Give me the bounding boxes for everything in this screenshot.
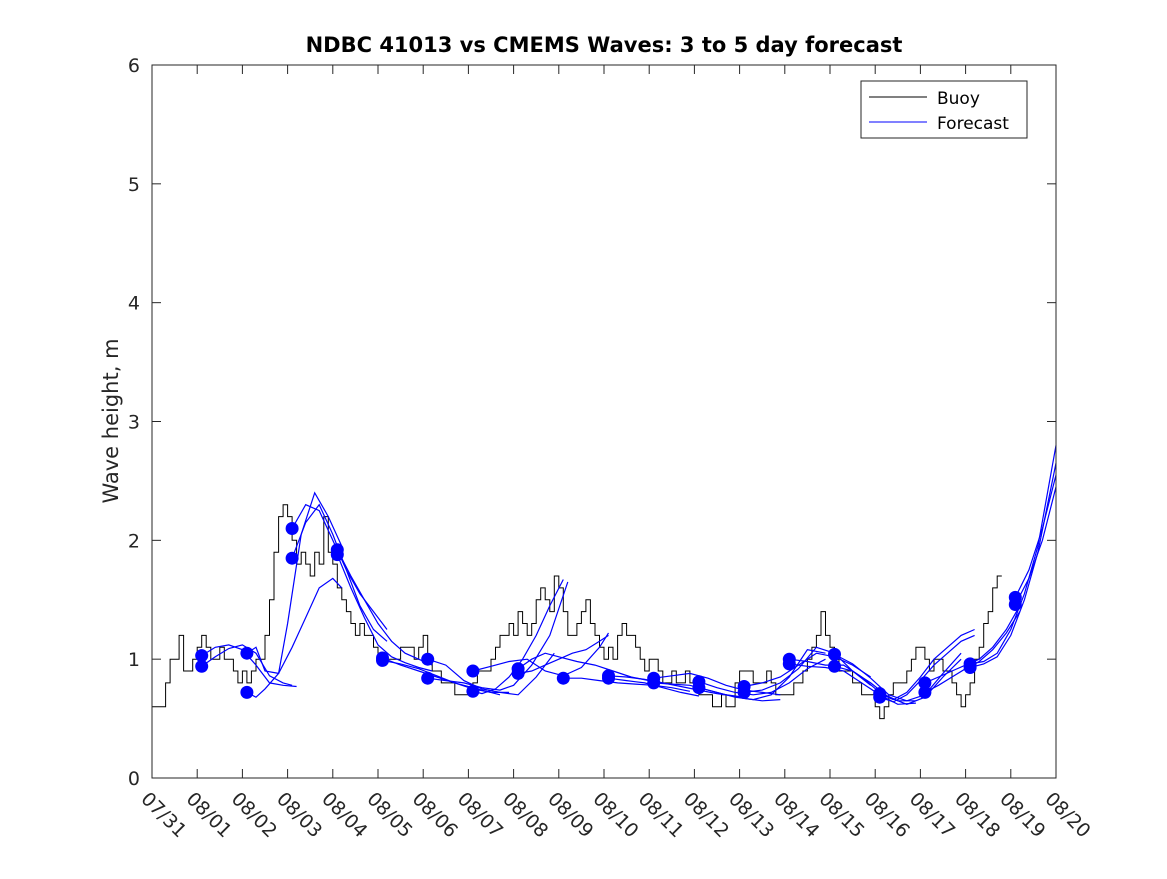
y-tick-label: 1: [128, 649, 140, 671]
forecast-start-marker-12: [466, 664, 480, 678]
forecast-series-line-28: [834, 658, 962, 705]
plot-area: [152, 65, 1056, 778]
y-tick-label: 4: [128, 293, 140, 315]
forecast-series-line-2: [246, 491, 343, 675]
forecast-series-line-15: [517, 634, 609, 674]
forecast-series-line-29: [879, 628, 975, 701]
forecast-series-line-6: [336, 549, 433, 666]
forecast-start-marker-1: [195, 659, 209, 673]
forecast-series-line-9: [382, 659, 501, 696]
forecast-series-line-19: [653, 672, 781, 696]
forecast-series-line-12: [472, 632, 610, 677]
forecast-series-line-14: [517, 652, 650, 682]
forecast-start-marker-22: [692, 681, 706, 695]
forecast-series-line-35: [1014, 474, 1057, 598]
forecast-series-line-22: [698, 649, 826, 701]
forecast-series-line-24: [744, 646, 872, 693]
forecast-start-marker-36: [1008, 598, 1022, 611]
forecast-start-marker-15: [511, 666, 525, 680]
forecast-start-marker-13: [466, 684, 480, 698]
forecast-start-marker-11: [421, 671, 435, 685]
legend-forecast-label: Forecast: [937, 114, 1009, 134]
y-tick-label: 5: [128, 174, 140, 196]
forecast-start-marker-32: [918, 685, 932, 699]
legend-box: [860, 80, 1028, 139]
forecast-start-marker-10: [421, 652, 435, 666]
forecast-series-line-30: [879, 634, 975, 703]
forecast-start-marker-27: [828, 647, 841, 661]
forecast-start-marker-16: [556, 671, 570, 685]
legend-buoy-label: Buoy: [937, 89, 980, 109]
forecast-series-line-3: [246, 577, 343, 698]
y-axis-label: Wave height, m: [99, 338, 123, 503]
forecast-start-marker-9: [376, 653, 389, 667]
chart-title: NDBC 41013 vs CMEMS Waves: 3 to 5 day fo…: [306, 33, 903, 57]
forecast-start-marker-28: [828, 659, 841, 673]
buoy-series-line: [152, 504, 1002, 720]
forecast-series-line-21: [698, 658, 826, 696]
forecast-series-line-16: [563, 677, 691, 692]
forecast-series-line-26: [789, 663, 916, 705]
forecast-start-marker-31: [918, 676, 932, 690]
y-tick-label: 3: [128, 412, 140, 434]
forecast-start-marker-5: [285, 551, 299, 565]
forecast-start-marker-26: [782, 657, 796, 671]
forecast-start-marker-2: [240, 646, 254, 660]
forecast-series-line-11: [427, 581, 569, 691]
y-tick-label: 2: [128, 530, 140, 552]
forecast-start-marker-34: [963, 661, 977, 674]
forecast-series-line-7: [336, 554, 433, 672]
forecast-start-marker-3: [240, 685, 254, 699]
y-tick-label: 0: [128, 768, 140, 790]
forecast-series-line-36: [1014, 486, 1057, 605]
forecast-start-marker-4: [285, 522, 299, 535]
forecast-start-marker-24: [737, 685, 751, 699]
forecast-start-marker-18: [602, 671, 615, 685]
legend: Buoy Forecast: [860, 80, 1028, 139]
forecast-start-marker-30: [873, 690, 887, 704]
forecast-start-marker-7: [330, 548, 344, 562]
forecast-series-line-23: [743, 652, 872, 688]
forecast-start-marker-0: [195, 649, 209, 663]
y-tick-label: 6: [128, 55, 140, 77]
forecast-series-line-33: [969, 445, 1057, 665]
forecast-start-marker-20: [647, 676, 661, 690]
series-layer: [152, 445, 1057, 720]
